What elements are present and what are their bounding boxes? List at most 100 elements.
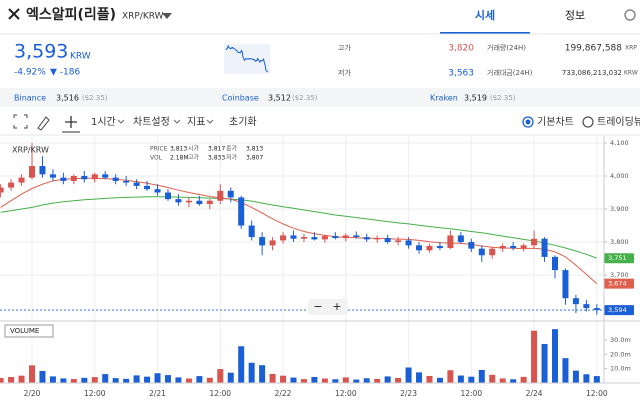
high-label: 고가 [338,43,351,52]
settings-icon[interactable] [624,9,636,21]
legend-label: 저가 [226,154,238,162]
reset[interactable]: 초기화 [229,116,257,128]
candle-body [541,238,548,257]
legend-label: 고가 [188,154,200,162]
coin-title: 엑스알피(리플) [26,6,116,23]
volume-bar [416,372,423,383]
volume-bar [248,362,255,383]
zoom-in[interactable]: + [332,300,341,313]
candle-body [489,248,496,256]
last-value-label: 3,751 [608,254,627,262]
chevron [206,119,214,124]
volume-bar [531,330,538,383]
volume-bar [49,376,56,383]
price: 3,593 [14,41,68,63]
volume-bar [39,370,46,383]
legend-value: 3,807 [246,155,263,162]
candle-body [81,175,88,180]
chevron [117,119,125,124]
x-tick-label: 2/22 [275,389,292,398]
grid: 3,700 3,800 3,900 4,000 4,100 10.0m 20.0m 30.0m… [0,136,631,398]
zoom-out[interactable]: − [313,300,322,313]
legend-value: 2.18M [170,155,189,162]
volume-bar [332,379,339,383]
volume-bar [8,376,15,383]
candle-body [510,246,517,248]
chevron [173,119,181,124]
volume-bar [154,373,161,383]
candle-body [18,177,25,183]
tab[interactable]: 시세 [475,8,495,22]
interval[interactable]: 1시간 [91,116,116,128]
y-tick-label: 3,900 [610,205,629,213]
legend-value: 3,813 [170,146,187,153]
quote: 3,593 KRW -4.92% ▼ -186 고가 3,820 저가 3,56… [14,41,638,79]
dropdown[interactable] [162,13,172,19]
volume-bar [499,378,506,383]
volume-bar [353,379,360,383]
radio[interactable] [522,116,534,128]
option[interactable]: 트레이딩뷰 [597,116,640,128]
volume-bar [541,343,548,383]
indicators[interactable]: 지표 [187,116,205,128]
radio[interactable] [582,116,594,128]
x-tick-label: 2/21 [149,389,166,398]
candle-body [552,256,558,271]
volume-tick-label: 20.0m [610,350,631,358]
draw-icon[interactable] [37,116,50,131]
candle-body [499,246,506,249]
volume-bar [384,376,391,383]
toolbar: 1시간 차트설정 지표 초기화 기본차트 트레이딩뷰 [0,114,640,136]
x-tick-label: 12:00 [335,389,357,398]
fullscreen-icon[interactable] [13,114,28,129]
candle-body [280,235,287,241]
volume-bar [395,377,402,383]
volume-bar [0,377,4,383]
y-tick-label: 3,800 [610,238,629,246]
chart-title: XRP/KRW [12,146,49,155]
volume-bar [342,377,349,383]
candle-body [572,298,579,305]
candle-body [384,238,391,243]
exchange-name: Binance [14,94,46,103]
volume-bar [144,376,151,383]
candle-body [426,246,433,251]
chart-settings[interactable]: 차트설정 [133,116,170,128]
candle-body [8,182,15,188]
volume-bar [426,375,433,383]
change-pct: -4.92% [14,68,46,78]
candle-body [133,182,140,186]
candle-body [39,166,46,175]
low: 3,563 [448,69,474,79]
volume-bar [185,378,192,383]
candle-body [583,304,590,309]
x-tick-label: 2/24 [526,389,543,398]
logo [8,8,20,20]
legend-label: 종가 [226,145,238,153]
volume-bar [300,379,307,383]
ma-line [0,196,597,259]
candle-body [154,189,161,193]
tab[interactable]: 정보 [565,9,585,22]
option[interactable]: 기본차트 [537,116,574,128]
legend-label: VOL [150,155,163,162]
candle-body [520,245,527,248]
exchange-usd: ($2.35) [82,94,108,102]
exchange-strip [0,88,640,107]
legend-value: 3,833 [208,155,225,162]
volume-bar [562,358,569,383]
crosshair-icon[interactable] [65,116,77,128]
candle-body [311,237,318,240]
legend-label: 시가 [188,145,200,153]
legend-label: PRICE [150,146,168,153]
candle-body [123,180,130,183]
radio-dot [525,119,531,125]
candle-body [353,235,360,238]
candle-body [206,200,213,205]
candle-body [416,245,423,251]
candle-body [248,225,255,238]
header: 엑스알피(리플) XRP/KRW 시세 정보 [0,6,640,35]
candle-body [374,238,381,240]
x-tick-label: 12:00 [461,389,483,398]
